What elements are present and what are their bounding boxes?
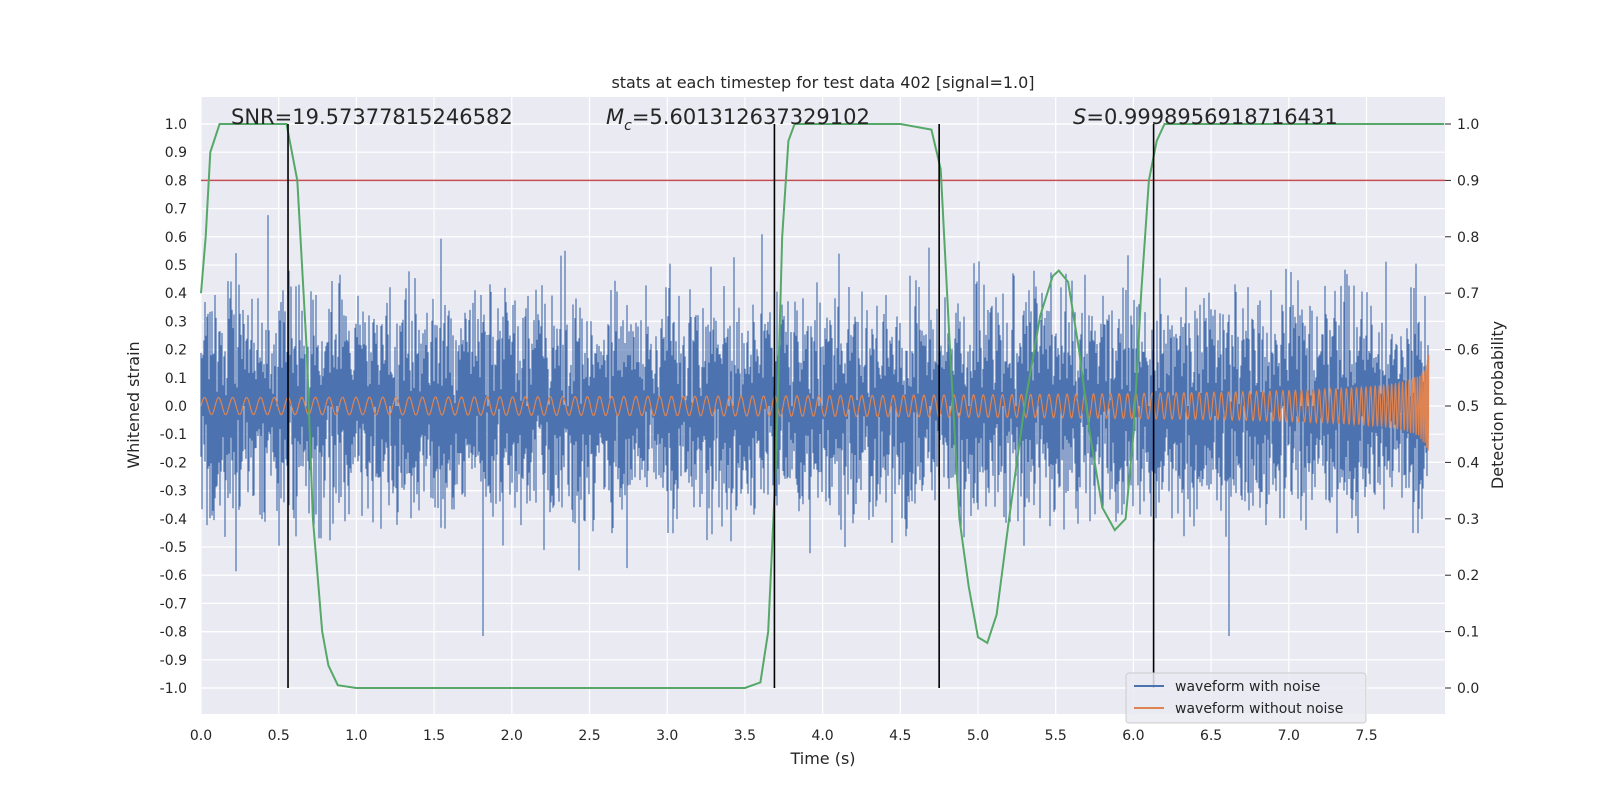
- y-tick-label: 0.8: [165, 173, 187, 189]
- y2-tick-label: 0.2: [1457, 568, 1479, 584]
- y-tick-label: 0.6: [165, 230, 187, 246]
- y2-axis-label: Detection probability: [1488, 321, 1507, 489]
- y-tick-label: 0.7: [165, 202, 187, 218]
- mc-annotation: Mc=5.601312637329102: [606, 105, 870, 134]
- vertical-lines: [287, 124, 1155, 688]
- x-tick-label: 2.0: [501, 728, 523, 744]
- y-tick-label: -0.4: [160, 512, 187, 528]
- y2-tick-label: 0.4: [1457, 455, 1479, 471]
- x-tick-label: 1.5: [423, 728, 445, 744]
- y-tick-label: 0.5: [165, 258, 187, 274]
- y-tick-label: -0.7: [160, 596, 187, 612]
- y-tick-label: 0.2: [165, 343, 187, 359]
- y2-tick-label: 0.7: [1457, 286, 1479, 302]
- clean-series: [200, 354, 1430, 451]
- mc-subscript: c: [624, 118, 632, 134]
- y-tick-labels: 1.0 0.9 0.8 0.7 0.6 0.5 0.4 0.3 0.2 0.1 0.0 -0.1 -0.…: [160, 117, 187, 697]
- prob-series: [200, 123, 1445, 689]
- x-tick-label: 3.5: [734, 728, 756, 744]
- mc-symbol: M: [606, 105, 624, 129]
- y-tick-label: 0.3: [165, 314, 187, 330]
- x-tick-label: 4.5: [889, 728, 911, 744]
- chart-title: stats at each timestep for test data 402…: [611, 73, 1034, 92]
- x-tick-label: 2.5: [578, 728, 600, 744]
- y-tick-label: 1.0: [165, 117, 187, 133]
- mc-value: =5.601312637329102: [632, 105, 870, 129]
- x-tick-labels: 0.0 0.5 1.0 1.5 2.0 2.5 3.0 3.5 4.0 4.5 5.0 5.5 6.0 6…: [190, 728, 1378, 744]
- x-tick-label: 5.0: [967, 728, 989, 744]
- legend-label-noise: waveform with noise: [1175, 679, 1320, 695]
- y-tick-label: -1.0: [160, 681, 187, 697]
- y-axis-label: Whitened strain: [124, 341, 143, 468]
- x-tick-label: 4.0: [811, 728, 833, 744]
- y2-tick-label: 0.6: [1457, 343, 1479, 359]
- y2-tick-label: 1.0: [1457, 117, 1479, 133]
- x-tick-label: 0.5: [268, 728, 290, 744]
- y2-tick-label: 0.0: [1457, 681, 1479, 697]
- s-value: =0.9998956918716431: [1086, 105, 1337, 129]
- y-tick-label: 0.0: [165, 399, 187, 415]
- x-tick-label: 0.0: [190, 728, 212, 744]
- x-tick-label: 1.0: [345, 728, 367, 744]
- x-tick-label: 3.0: [656, 728, 678, 744]
- y-tick-label: -0.9: [160, 653, 187, 669]
- y-tick-label: -0.8: [160, 625, 187, 641]
- y2-tick-label: 0.5: [1457, 399, 1479, 415]
- y2-tick-labels: 1.0 0.9 0.8 0.7 0.6 0.5 0.4 0.3 0.2 0.1 0.0: [1445, 117, 1479, 697]
- snr-annotation: SNR=19.57377815246582: [231, 105, 513, 129]
- legend-box: [1125, 672, 1367, 724]
- y-tick-label: -0.3: [160, 484, 187, 500]
- legend: waveform with noise waveform without noi…: [1125, 672, 1367, 724]
- s-annotation: S=0.9998956918716431: [1073, 105, 1338, 129]
- y-tick-label: 0.1: [165, 371, 187, 387]
- y-tick-label: 0.4: [165, 286, 187, 302]
- x-tick-label: 7.0: [1278, 728, 1300, 744]
- x-axis-label: Time (s): [789, 749, 855, 768]
- x-tick-label: 6.5: [1200, 728, 1222, 744]
- s-symbol: S: [1073, 105, 1086, 129]
- y2-tick-label: 0.1: [1457, 625, 1479, 641]
- x-tick-label: 5.5: [1045, 728, 1067, 744]
- y2-tick-label: 0.8: [1457, 230, 1479, 246]
- x-tick-label: 6.0: [1122, 728, 1144, 744]
- waveform-without-noise-line: [200, 354, 1430, 451]
- y-tick-label: -0.2: [160, 455, 187, 471]
- y-tick-label: -0.6: [160, 568, 187, 584]
- y2-tick-label: 0.9: [1457, 173, 1479, 189]
- detection-probability-line: [200, 123, 1445, 689]
- y-tick-label: -0.5: [160, 540, 187, 556]
- y2-tick-label: 0.3: [1457, 512, 1479, 528]
- y-tick-label: -0.1: [160, 427, 187, 443]
- legend-label-clean: waveform without noise: [1175, 701, 1343, 717]
- x-tick-label: 7.5: [1355, 728, 1377, 744]
- y-tick-label: 0.9: [165, 145, 187, 161]
